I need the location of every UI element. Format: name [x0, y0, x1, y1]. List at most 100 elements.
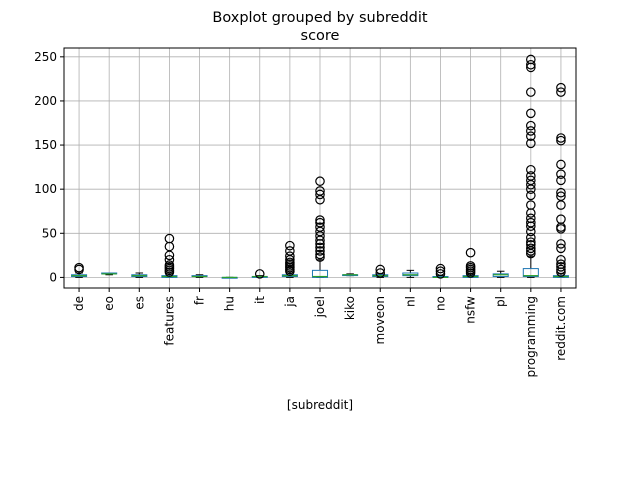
x-tick-label: programming — [524, 296, 538, 377]
box-group-no — [432, 263, 449, 279]
box-group-eo — [101, 272, 118, 276]
outlier-point — [315, 215, 325, 225]
outlier-point — [254, 269, 265, 279]
chart-title: Boxplot grouped by subreddit — [212, 10, 428, 26]
x-tick-label: kiko — [343, 296, 357, 320]
outlier-point — [526, 171, 536, 181]
x-tick-label: nsfw — [464, 296, 478, 324]
x-tick-label: de — [72, 296, 86, 311]
plot-area — [71, 54, 569, 279]
outlier-point — [556, 175, 566, 186]
outlier-point — [526, 138, 536, 149]
outlier-point — [556, 264, 566, 275]
outlier-point — [164, 254, 175, 265]
outlier-point — [285, 257, 295, 268]
outlier-point — [556, 135, 566, 146]
outlier-point — [465, 247, 476, 258]
outlier-point — [526, 87, 536, 97]
y-tick-label: 0 — [49, 270, 57, 284]
outlier-point — [526, 243, 536, 254]
outlier-point — [465, 261, 476, 271]
outlier-point — [315, 222, 325, 232]
y-tick-label: 150 — [34, 138, 57, 152]
x-tick-label: moveon — [373, 296, 387, 344]
box-group-ja — [281, 240, 298, 278]
outlier-point — [556, 187, 566, 198]
outlier-point — [556, 239, 566, 249]
outlier-point — [315, 189, 325, 200]
box-group-programming — [522, 54, 539, 278]
outlier-point — [285, 240, 295, 251]
outlier-point — [315, 252, 325, 262]
outlier-point — [556, 169, 566, 179]
outlier-point — [526, 200, 536, 210]
x-tick-label: features — [162, 296, 176, 346]
outlier-point — [526, 175, 536, 186]
box-group-kiko — [342, 273, 359, 277]
box-group-reddit-com — [552, 82, 569, 278]
chart-subtitle: score — [301, 28, 340, 44]
outlier-point — [526, 232, 536, 243]
outlier-point — [74, 262, 84, 273]
outlier-point — [375, 264, 386, 275]
box-group-es — [131, 272, 148, 278]
box-group-features — [161, 233, 178, 278]
outlier-point — [556, 159, 566, 170]
axes: 0 50 100 150 200 250 de eo es features fr hu it ja joe… — [34, 50, 568, 378]
outlier-point — [526, 126, 536, 136]
outlier-point — [556, 214, 566, 224]
outlier-point — [556, 87, 566, 97]
outlier-point — [315, 249, 325, 260]
outlier-point — [556, 82, 566, 93]
y-tick-label: 50 — [42, 226, 57, 240]
x-tick-label: no — [433, 296, 447, 311]
box-group-de — [71, 262, 88, 278]
outlier-point — [526, 108, 536, 119]
outlier-point — [285, 251, 295, 262]
y-tick-label: 250 — [34, 50, 57, 64]
outlier-point — [556, 259, 566, 269]
outlier-point — [375, 268, 386, 278]
outlier-point — [315, 217, 325, 228]
x-tick-label: hu — [223, 296, 237, 311]
iqr-box — [522, 268, 539, 278]
box-group-hu — [221, 276, 238, 279]
outlier-point — [526, 190, 536, 201]
box-group-moveon — [372, 264, 389, 278]
outlier-point — [526, 213, 536, 224]
x-tick-label: nl — [403, 296, 417, 307]
x-tick-label: it — [253, 296, 267, 304]
outlier-point — [526, 131, 536, 142]
outlier-point — [526, 239, 536, 250]
x-tick-label: pl — [494, 296, 508, 307]
outlier-point — [556, 243, 566, 254]
outlier-point — [435, 269, 446, 279]
outlier-point — [315, 176, 325, 187]
box-group-fr — [191, 274, 208, 278]
x-tick-label: fr — [193, 296, 207, 305]
outlier-point — [556, 191, 566, 202]
box-group-pl — [492, 270, 509, 278]
iqr-box — [311, 269, 329, 278]
outlier-point — [164, 233, 175, 244]
outlier-point — [526, 120, 536, 131]
outlier-point — [285, 246, 295, 256]
outlier-point — [526, 54, 536, 65]
y-tick-label: 100 — [34, 182, 57, 196]
box-group-nl — [402, 269, 419, 278]
outlier-point — [526, 237, 536, 247]
x-tick-label: joel — [313, 296, 327, 318]
outlier-point — [556, 254, 566, 265]
outlier-point — [164, 260, 175, 270]
x-tick-label: eo — [102, 296, 116, 311]
outlier-point — [315, 242, 325, 253]
outlier-point — [315, 186, 325, 196]
y-tick-label: 200 — [34, 94, 57, 108]
outlier-point — [526, 59, 536, 70]
box-group-joel — [311, 176, 329, 278]
x-tick-label: ja — [283, 296, 297, 308]
outlier-point — [526, 164, 536, 175]
x-axis-label: [subreddit] — [287, 398, 353, 412]
outlier-point — [556, 133, 566, 143]
box-group-it — [251, 269, 268, 279]
